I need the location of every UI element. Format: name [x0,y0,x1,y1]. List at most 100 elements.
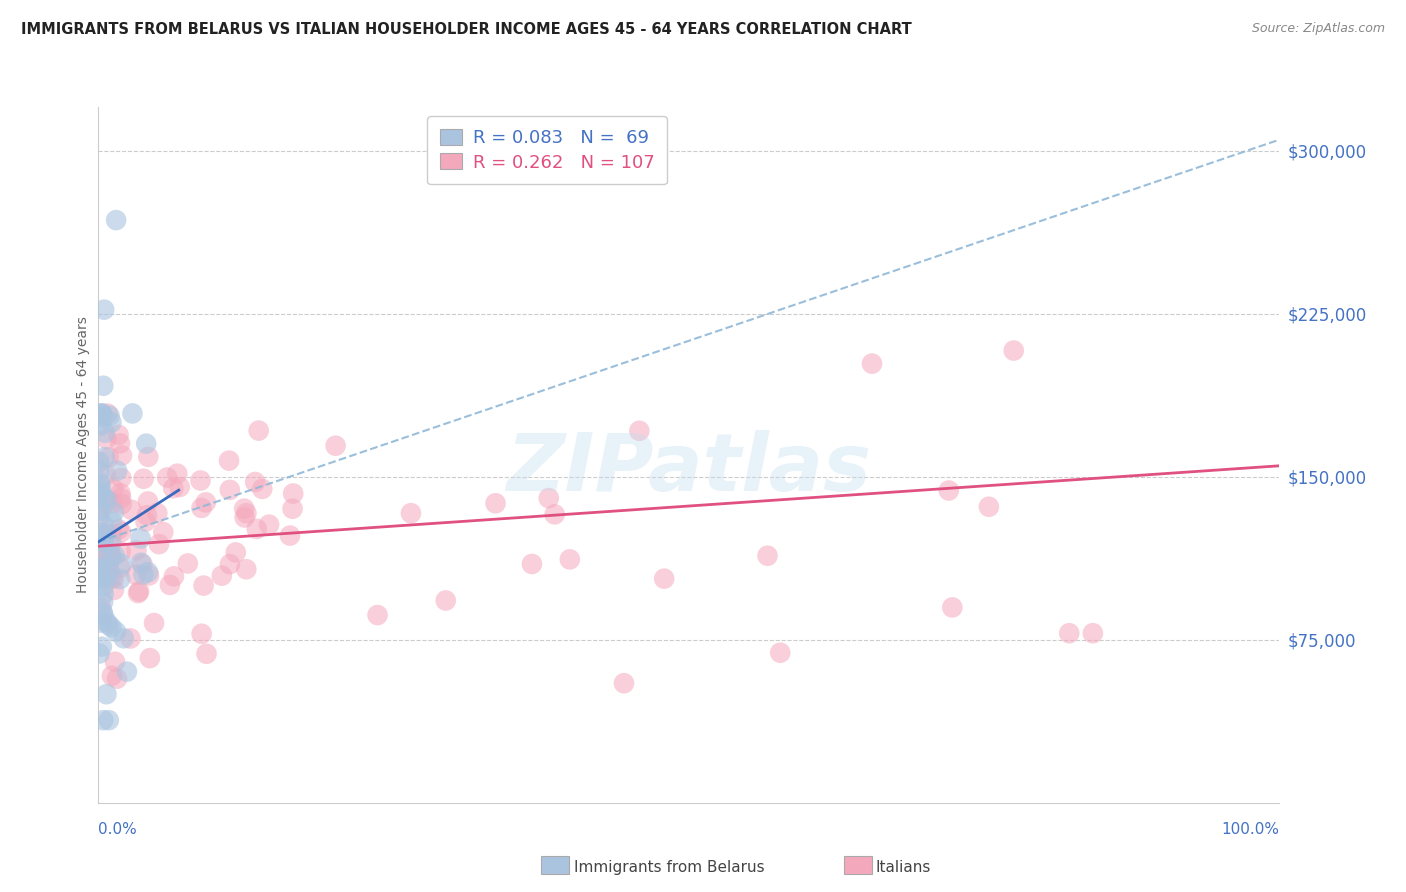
Point [136,494,159,508]
Point [90,600,112,615]
Point [1081,626,1104,640]
Point [91,595,114,609]
Point [139,651,162,665]
Point [110,525,132,540]
Point [101,669,124,683]
Point [87,550,110,565]
Point [89,561,111,575]
Point [93,410,115,425]
Point [135,515,157,529]
Point [103,582,125,597]
Point [247,424,270,438]
Point [90,406,112,420]
Point [243,475,266,489]
Point [938,483,960,498]
Point [91,606,114,620]
Point [252,482,274,496]
Point [146,506,169,520]
Y-axis label: Householder Income Ages 45 - 64 years: Householder Income Ages 45 - 64 years [76,317,90,593]
Point [211,568,233,582]
Point [127,586,149,600]
Point [860,357,883,371]
Point [89,647,111,661]
Point [89,504,111,518]
Point [104,549,127,563]
Point [111,449,134,463]
Point [143,615,166,630]
Point [111,497,134,511]
Point [128,584,150,599]
Point [93,518,115,533]
Point [100,548,122,562]
Point [110,491,132,505]
Point [136,566,159,580]
Point [156,470,179,484]
Point [98,409,121,423]
Point [94,467,117,482]
Point [105,672,128,686]
Point [399,506,422,520]
Point [104,655,127,669]
Point [87,565,110,579]
Point [193,578,215,592]
Point [235,562,257,576]
Point [91,534,114,549]
Point [136,450,159,464]
Point [111,557,134,571]
Point [110,486,132,500]
Point [152,525,174,540]
Point [94,450,117,465]
Point [544,508,567,522]
Point [132,567,155,582]
Point [93,580,115,594]
Point [90,640,112,654]
Point [96,432,118,446]
Point [103,505,125,519]
Point [97,570,120,584]
Point [283,486,305,500]
Point [96,407,118,421]
Point [89,503,111,517]
Point [108,436,131,450]
Point [91,549,114,563]
Point [89,561,111,575]
Point [233,510,256,524]
Point [90,568,112,582]
Point [129,556,152,570]
Text: Immigrants from Belarus: Immigrants from Belarus [574,860,765,874]
Point [769,646,792,660]
Point [90,418,112,433]
Point [628,424,651,438]
Point [97,713,120,727]
Point [218,483,240,497]
Text: 0.0%: 0.0% [98,822,138,837]
Point [484,496,506,510]
Point [91,378,114,392]
Point [129,532,152,546]
Point [105,213,128,227]
Point [96,687,118,701]
Point [1057,626,1080,640]
Point [120,632,142,646]
Point [97,550,120,565]
Point [90,571,112,585]
Point [91,529,114,543]
Point [194,495,217,509]
Point [90,525,112,540]
Point [131,557,153,571]
Point [89,455,111,469]
Point [90,407,112,421]
Point [652,572,675,586]
Point [90,483,112,498]
Point [120,502,142,516]
Point [110,544,132,558]
Point [246,522,269,536]
Point [1002,343,1025,358]
Point [325,439,347,453]
Point [520,557,543,571]
Point [219,557,242,571]
Text: 100.0%: 100.0% [1222,822,1279,837]
Point [101,482,124,496]
Point [89,487,111,501]
Point [169,480,191,494]
